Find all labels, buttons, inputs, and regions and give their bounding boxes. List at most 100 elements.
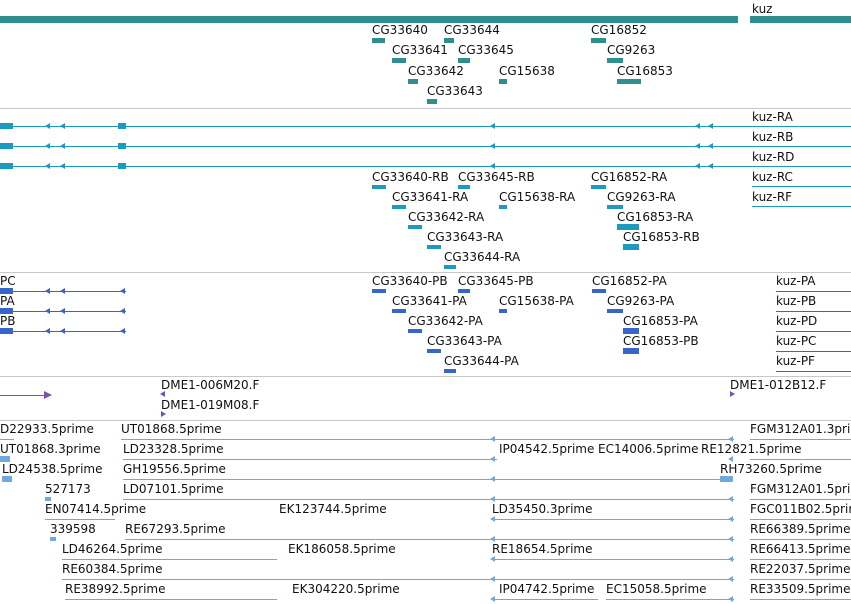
gene-glyph-cg33640[interactable]	[372, 38, 385, 43]
gene-label-cg33644[interactable]: CG33644	[444, 23, 500, 37]
est-label[interactable]: RH73260.5prime	[720, 462, 822, 476]
est-label[interactable]: GH19556.5prime	[123, 462, 226, 476]
est-label[interactable]: RE18654.5prime	[492, 542, 593, 556]
transcript-label-cg16852-ra[interactable]: CG16852-RA	[591, 170, 668, 184]
est-label[interactable]: FGC011B02.5prime	[750, 502, 851, 516]
protein-label-kuz-pb[interactable]: kuz-PB	[776, 294, 817, 308]
protein-label-cg33643-pa[interactable]: CG33643-PA	[427, 334, 502, 348]
transcript-label-cg33640-rb[interactable]: CG33640-RB	[372, 170, 449, 184]
clone-label-dme1-012b12[interactable]: DME1-012B12.F	[730, 378, 827, 392]
protein-row-kuz-pb[interactable]	[776, 311, 851, 312]
gene-glyph-kuz-right[interactable]	[750, 16, 851, 23]
est-row[interactable]	[123, 479, 732, 480]
gene-label-cg33645[interactable]: CG33645	[458, 43, 514, 57]
est-label[interactable]: RE66389.5prime	[750, 522, 851, 536]
protein-label-cg16853-pb[interactable]: CG16853-PB	[623, 334, 699, 348]
gene-glyph-cg16852[interactable]	[591, 38, 606, 43]
est-label[interactable]: D22933.5prime	[0, 422, 94, 436]
est-row[interactable]	[750, 439, 851, 440]
protein-row-kuz-pd[interactable]	[776, 331, 851, 332]
est-label[interactable]: IP04542.5prime	[499, 442, 595, 456]
est-label[interactable]: LD35450.3prime	[492, 502, 593, 516]
transcript-label-cg16853-rb[interactable]: CG16853-RB	[623, 230, 700, 244]
est-row[interactable]	[123, 459, 497, 460]
transcript-label-kuz-ra[interactable]: kuz-RA	[752, 110, 793, 124]
transcript-label-cg16853-ra[interactable]: CG16853-RA	[617, 210, 694, 224]
gene-label-cg9263[interactable]: CG9263	[607, 43, 656, 57]
transcript-label-kuz-rf[interactable]: kuz-RF	[752, 190, 793, 204]
gene-glyph-cg33642[interactable]	[408, 79, 418, 84]
est-row[interactable]	[750, 459, 851, 460]
protein-label-cg33642-pa[interactable]: CG33642-PA	[408, 314, 483, 328]
est-label[interactable]: UT01868.5prime	[121, 422, 222, 436]
clone-label-dme1-019m08[interactable]: DME1-019M08.F	[161, 398, 260, 412]
protein-label-cg9263-pa[interactable]: CG9263-PA	[607, 294, 675, 308]
gene-glyph-cg33641[interactable]	[392, 58, 406, 63]
transcript-label-cg33644-ra[interactable]: CG33644-RA	[444, 250, 521, 264]
protein-label-cg16852-pa[interactable]: CG16852-PA	[592, 274, 667, 288]
est-label[interactable]: EK186058.5prime	[288, 542, 396, 556]
transcript-label-cg33643-ra[interactable]: CG33643-RA	[427, 230, 504, 244]
est-label[interactable]: EK304220.5prime	[292, 582, 400, 596]
est-row[interactable]	[750, 519, 851, 520]
gene-label-cg33640[interactable]: CG33640	[372, 23, 428, 37]
est-row[interactable]	[750, 599, 851, 600]
est-row[interactable]	[492, 599, 598, 600]
gene-glyph-kuz-left[interactable]	[0, 16, 738, 23]
transcript-label-cg33642-ra[interactable]: CG33642-RA	[408, 210, 485, 224]
protein-label-cg33645-pb[interactable]: CG33645-PB	[458, 274, 534, 288]
protein-label-pc[interactable]: PC	[0, 274, 16, 288]
protein-label-pb[interactable]: PB	[0, 314, 16, 328]
est-label[interactable]: RE22037.5prime	[750, 562, 851, 576]
est-row[interactable]	[750, 559, 851, 560]
gene-label-cg16853[interactable]: CG16853	[617, 64, 673, 78]
gene-glyph-cg16853[interactable]	[617, 79, 641, 84]
est-row[interactable]	[750, 579, 851, 580]
est-label[interactable]: RE12821.5prime	[701, 442, 802, 456]
protein-label-kuz-pa[interactable]: kuz-PA	[776, 274, 816, 288]
gene-glyph-cg9263[interactable]	[607, 58, 623, 63]
est-label[interactable]: RE66413.5prime	[750, 542, 851, 556]
transcript-row-kuz-rf[interactable]	[752, 206, 851, 207]
protein-label-kuz-pd[interactable]: kuz-PD	[776, 314, 818, 328]
transcript-label-cg33645-rb[interactable]: CG33645-RB	[458, 170, 535, 184]
est-label[interactable]: IP04742.5prime	[499, 582, 595, 596]
est-label[interactable]: RE60384.5prime	[62, 562, 163, 576]
est-row[interactable]	[123, 499, 734, 500]
est-row[interactable]	[121, 439, 734, 440]
est-label[interactable]: 527173	[45, 482, 91, 496]
protein-label-pa[interactable]: PA	[0, 294, 15, 308]
est-label[interactable]: FGM312A01.3prime	[750, 422, 851, 436]
transcript-row-kuz-rd[interactable]	[0, 166, 851, 167]
transcript-label-cg15638-ra[interactable]: CG15638-RA	[499, 190, 576, 204]
est-row[interactable]	[62, 559, 277, 560]
protein-label-cg33640-pb[interactable]: CG33640-PB	[372, 274, 448, 288]
est-label[interactable]: FGM312A01.5prime	[750, 482, 851, 496]
clone-label-dme1-006m20[interactable]: DME1-006M20.F	[161, 378, 260, 392]
est-row[interactable]	[0, 439, 14, 440]
gene-label-cg33643[interactable]: CG33643	[427, 84, 483, 98]
gene-glyph-cg33645[interactable]	[458, 58, 470, 63]
gene-label-cg33642[interactable]: CG33642	[408, 64, 464, 78]
est-label[interactable]: RE67293.5prime	[125, 522, 226, 536]
transcript-row-kuz-rc[interactable]	[752, 186, 851, 187]
transcript-label-kuz-rb[interactable]: kuz-RB	[752, 130, 794, 144]
est-label[interactable]: EK123744.5prime	[279, 502, 387, 516]
est-label[interactable]: LD24538.5prime	[2, 462, 103, 476]
protein-row-kuz-pa[interactable]	[776, 291, 851, 292]
est-label[interactable]: LD07101.5prime	[123, 482, 224, 496]
gene-glyph-cg33643[interactable]	[427, 99, 437, 104]
est-label[interactable]: EC14006.5prime	[598, 442, 699, 456]
est-row[interactable]	[606, 599, 734, 600]
gene-glyph-cg33644[interactable]	[444, 38, 454, 43]
protein-row-kuz-pc[interactable]	[776, 351, 851, 352]
est-label[interactable]: LD23328.5prime	[123, 442, 224, 456]
est-label[interactable]: LD46264.5prime	[62, 542, 163, 556]
est-label[interactable]: 339598	[50, 522, 96, 536]
est-label[interactable]: RE38992.5prime	[65, 582, 166, 596]
protein-label-kuz-pf[interactable]: kuz-PF	[776, 354, 815, 368]
protein-label-cg33641-pa[interactable]: CG33641-PA	[392, 294, 467, 308]
est-row[interactable]	[62, 579, 734, 580]
est-label[interactable]: RE33509.5prime	[750, 582, 851, 596]
est-row[interactable]	[750, 499, 851, 500]
